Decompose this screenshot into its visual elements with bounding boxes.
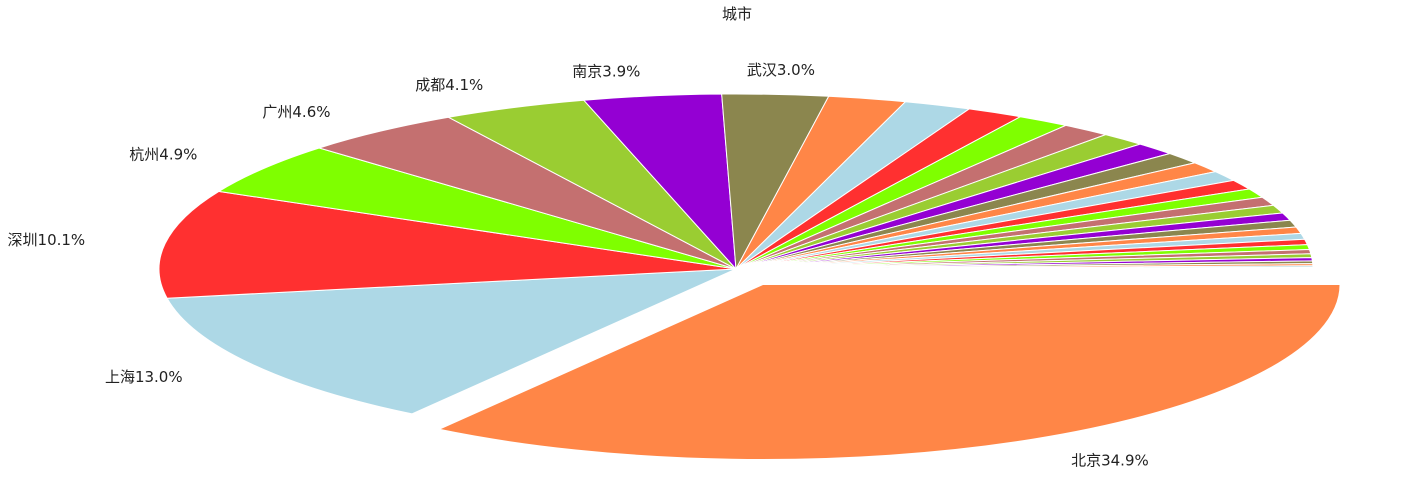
slice-label-南京: 南京3.9%	[572, 63, 640, 81]
pie-slice-深圳	[158, 190, 737, 299]
pie-slices	[158, 93, 1341, 460]
slice-label-成都: 成都4.1%	[415, 76, 483, 94]
slice-label-杭州: 杭州4.9%	[129, 146, 197, 164]
slice-label-上海: 上海13.0%	[105, 368, 183, 386]
slice-label-北京: 北京34.9%	[1071, 452, 1149, 470]
slice-label-深圳: 深圳10.1%	[8, 231, 86, 249]
slice-label-武汉: 武汉3.0%	[747, 61, 815, 79]
pie-slice-上海	[166, 268, 737, 415]
pie-labels: 北京34.9% 上海13.0% 深圳10.1% 杭州4.9% 广州4.6% 成都4.1% 南…	[8, 61, 1149, 470]
pie-slice-北京	[437, 283, 1341, 460]
pie-slice-杭州	[217, 147, 737, 270]
pie-slice-35	[735, 267, 1314, 270]
chart-title: 城市	[722, 5, 752, 23]
pie-slice-广州	[317, 116, 737, 270]
slice-label-广州: 广州4.6%	[262, 103, 330, 121]
